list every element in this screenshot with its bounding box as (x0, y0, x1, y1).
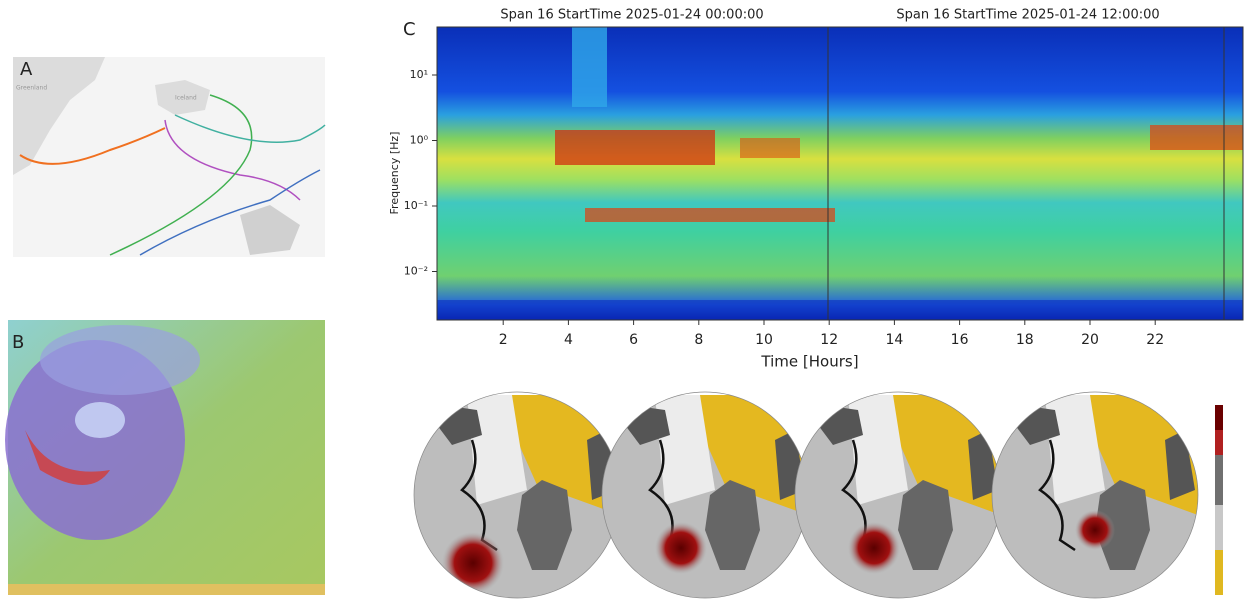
x-tick-label: 16 (951, 332, 969, 348)
panel-label: B (12, 332, 24, 353)
wave-maps (413, 391, 1199, 599)
spectrogram-feature (1150, 125, 1243, 150)
landmass (898, 480, 953, 570)
wave-map (992, 395, 1198, 598)
map-outline (991, 391, 1199, 599)
landmass (155, 80, 210, 115)
wave-map (795, 395, 1001, 598)
cable-route (460, 439, 498, 552)
x-axis-label: Time [Hours] (760, 353, 858, 371)
landmass (13, 57, 105, 175)
cable-route (19, 127, 166, 165)
wave-map (602, 395, 808, 598)
panel-c: C Span 16 StartTime 2025-01-24 00:00:00 … (388, 8, 1244, 371)
cable-route (1038, 439, 1076, 552)
storm-field (40, 325, 200, 395)
landmass (1095, 480, 1150, 570)
spectrogram-feature (740, 138, 800, 158)
storm-center (848, 522, 900, 574)
panel-b: B (5, 320, 325, 595)
x-tick-label: 8 (694, 332, 703, 348)
colorbar-segment (1215, 455, 1223, 505)
y-tick-label: 10¹ (410, 68, 428, 81)
cable-route (174, 114, 326, 143)
place-label: Greenland (16, 85, 47, 92)
sea-state (1075, 395, 1198, 515)
y-tick-label: 10⁻² (404, 265, 428, 278)
wave-map (414, 395, 620, 598)
x-tick-label: 6 (629, 332, 638, 348)
y-axis-label: Frequency [Hz] (388, 132, 401, 215)
panel-label: A (20, 59, 33, 80)
panel-a: A Greenland Iceland (13, 57, 326, 257)
storm-center (442, 532, 504, 594)
sea-state (497, 395, 620, 515)
wind-maximum (25, 430, 110, 485)
storm-center (655, 522, 707, 574)
panel-label: C (403, 19, 416, 40)
sea-state (1045, 395, 1105, 505)
colorbar-segment (1215, 430, 1223, 455)
colorbar-segment (1215, 405, 1223, 430)
sea-state (655, 395, 715, 505)
colorbar-segment (1215, 505, 1223, 550)
colorbar-segment (1215, 550, 1223, 595)
plot-frame (436, 26, 1244, 321)
colorbar (1215, 405, 1223, 595)
landmass (517, 480, 572, 570)
place-label: Iceland (175, 95, 197, 102)
spectrogram (437, 27, 1243, 320)
cable-route (139, 169, 321, 256)
storm-center (1075, 510, 1115, 550)
spectrogram-feature (585, 208, 835, 222)
x-tick-label: 12 (820, 332, 838, 348)
x-tick-label: 22 (1146, 332, 1164, 348)
sea-state (848, 395, 908, 505)
sea-state (685, 395, 808, 515)
spectrogram-feature (572, 27, 607, 107)
x-tick-label: 2 (499, 332, 508, 348)
x-tick-label: 14 (885, 332, 903, 348)
x-tick-label: 20 (1081, 332, 1099, 348)
landmass (240, 205, 300, 255)
y-tick-label: 10⁻¹ (404, 199, 428, 212)
spectrogram-feature (437, 300, 1243, 320)
x-tick-label: 4 (564, 332, 573, 348)
storm-eye (75, 402, 125, 438)
cable-route (109, 94, 253, 256)
cable-route (164, 119, 301, 201)
color-scale (8, 584, 325, 595)
sea-state (878, 395, 1001, 515)
sea-state (467, 395, 527, 505)
x-tick-label: 18 (1016, 332, 1034, 348)
spectrogram-title: Span 16 StartTime 2025-01-24 12:00:00 (896, 8, 1159, 23)
y-tick-label: 10⁰ (410, 134, 429, 147)
spectrogram-feature (555, 130, 715, 165)
spectrogram-title: Span 16 StartTime 2025-01-24 00:00:00 (500, 8, 763, 23)
x-tick-label: 10 (755, 332, 773, 348)
landmass (705, 480, 760, 570)
landmass (1165, 430, 1195, 500)
